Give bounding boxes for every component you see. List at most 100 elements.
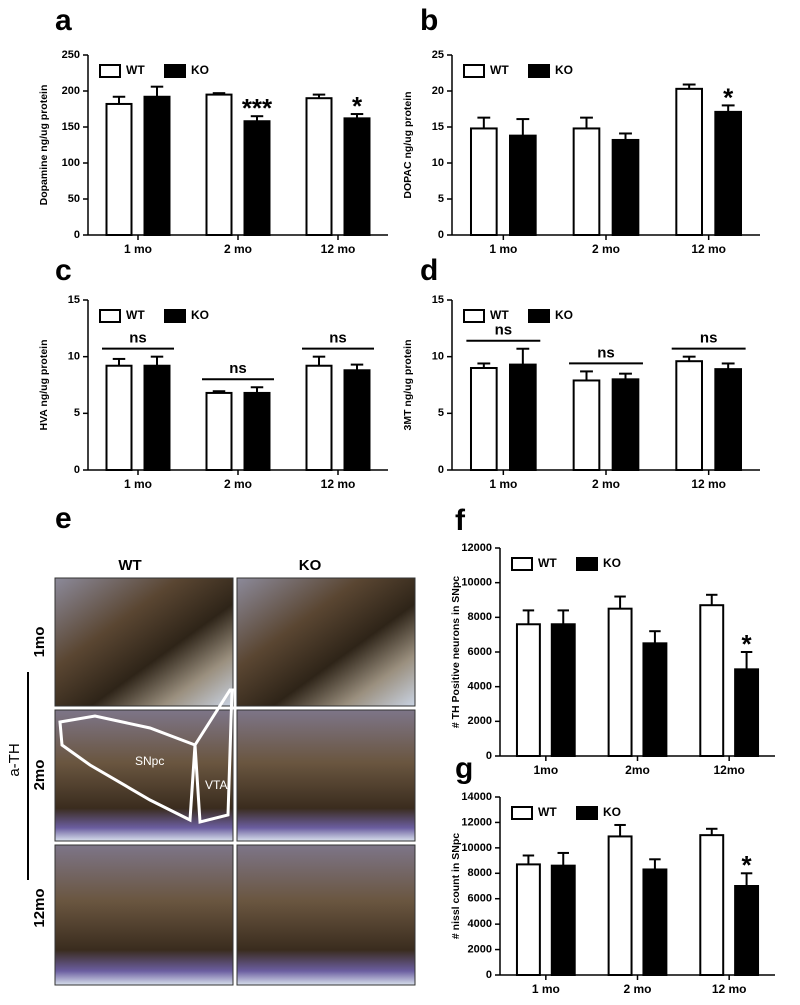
y-tick-label: 6000 bbox=[468, 893, 492, 905]
significance: * bbox=[742, 850, 753, 880]
y-tick-label: 15 bbox=[432, 121, 444, 133]
y-tick-label: 10 bbox=[68, 351, 80, 363]
y-tick-label: 20 bbox=[432, 85, 444, 97]
bar bbox=[607, 607, 633, 758]
significance: * bbox=[742, 629, 753, 659]
bar bbox=[143, 364, 171, 472]
y-axis-label: HVA ng/ug protein bbox=[38, 340, 50, 431]
y-tick-label: 0 bbox=[74, 464, 80, 476]
y-tick-label: 200 bbox=[62, 85, 80, 97]
y-tick-label: 8000 bbox=[468, 611, 492, 623]
bar bbox=[509, 134, 537, 236]
legend-label: WT bbox=[538, 805, 557, 819]
bar bbox=[572, 127, 601, 236]
panel-letter: e bbox=[55, 502, 72, 535]
significance: ns bbox=[700, 330, 718, 347]
bar bbox=[205, 391, 233, 471]
y-tick-label: 100 bbox=[62, 157, 80, 169]
micrograph-panel: e WT KO 1mo 2mo 12mo a-TH SNpc VTA bbox=[6, 502, 416, 986]
bar bbox=[699, 604, 725, 758]
bar bbox=[105, 364, 133, 472]
bar bbox=[642, 868, 668, 977]
bar bbox=[642, 642, 668, 757]
x-tick-label: 12 mo bbox=[321, 242, 356, 256]
bar bbox=[675, 87, 703, 236]
bar bbox=[469, 127, 498, 236]
micrograph bbox=[54, 577, 234, 707]
legend-label: KO bbox=[191, 63, 209, 77]
x-tick-label: 2 mo bbox=[623, 982, 651, 996]
x-tick-label: 1mo bbox=[533, 763, 558, 777]
snpc-outline bbox=[58, 714, 197, 823]
y-tick-label: 8000 bbox=[468, 867, 492, 879]
y-axis-label: 3MT ng/ug protein bbox=[402, 340, 414, 431]
bar bbox=[515, 863, 541, 977]
y-tick-label: 150 bbox=[62, 121, 80, 133]
y-tick-label: 12000 bbox=[461, 542, 492, 554]
micrograph bbox=[236, 577, 416, 707]
x-tick-label: 2mo bbox=[625, 763, 650, 777]
bar bbox=[243, 391, 271, 471]
y-tick-label: 10 bbox=[432, 157, 444, 169]
y-tick-label: 15 bbox=[432, 294, 444, 306]
significance: ns bbox=[329, 330, 347, 347]
y-tick-label: 5 bbox=[438, 407, 444, 419]
legend-swatch bbox=[164, 64, 186, 78]
bar bbox=[734, 885, 760, 976]
bar bbox=[469, 367, 498, 471]
legend-swatch bbox=[528, 64, 550, 78]
y-tick-label: 6000 bbox=[468, 646, 492, 658]
x-tick-label: 12 mo bbox=[691, 477, 726, 491]
legend-swatch bbox=[164, 309, 186, 323]
y-tick-label: 50 bbox=[68, 193, 80, 205]
y-tick-label: 0 bbox=[74, 229, 80, 241]
y-tick-label: 2000 bbox=[468, 715, 492, 727]
bar bbox=[607, 835, 633, 977]
significance: ns bbox=[495, 322, 513, 339]
y-tick-label: 10000 bbox=[461, 577, 492, 589]
x-tick-label: 1 mo bbox=[489, 477, 517, 491]
legend-swatch bbox=[576, 557, 598, 571]
y-tick-label: 0 bbox=[486, 750, 492, 762]
bar bbox=[243, 120, 271, 236]
x-tick-label: 2 mo bbox=[224, 477, 252, 491]
y-tick-label: 25 bbox=[432, 49, 444, 61]
y-axis-label: Dopamine ng/ug protein bbox=[38, 85, 50, 206]
legend-swatch bbox=[528, 309, 550, 323]
significance: * bbox=[723, 82, 734, 112]
bar bbox=[515, 623, 541, 757]
bar bbox=[343, 117, 371, 236]
stain-label: a-TH bbox=[6, 743, 23, 776]
y-tick-label: 5 bbox=[438, 193, 444, 205]
legend-swatch bbox=[99, 64, 121, 78]
legend-swatch bbox=[576, 806, 598, 820]
bar bbox=[550, 864, 576, 977]
column-label: WT bbox=[118, 557, 141, 574]
significance: ns bbox=[129, 330, 147, 347]
legend-label: KO bbox=[555, 63, 573, 77]
bar bbox=[305, 364, 333, 472]
bar bbox=[714, 110, 743, 236]
panel-letter: g bbox=[455, 752, 473, 785]
bar bbox=[611, 138, 640, 237]
significance: ns bbox=[597, 344, 615, 361]
bar bbox=[205, 93, 233, 236]
x-tick-label: 2 mo bbox=[592, 242, 620, 256]
legend-swatch bbox=[463, 309, 485, 323]
x-tick-label: 1 mo bbox=[124, 477, 152, 491]
row-label: 12mo bbox=[31, 888, 48, 927]
column-label: KO bbox=[299, 557, 322, 574]
x-tick-label: 12 mo bbox=[691, 242, 726, 256]
panel-letter: f bbox=[455, 504, 466, 537]
legend-label: KO bbox=[191, 308, 209, 322]
x-tick-label: 12 mo bbox=[321, 477, 356, 491]
vta-outline bbox=[193, 688, 234, 824]
row-label: 2mo bbox=[31, 760, 48, 791]
legend-swatch bbox=[99, 309, 121, 323]
bar bbox=[611, 378, 640, 472]
y-tick-label: 10 bbox=[432, 351, 444, 363]
legend-label: WT bbox=[126, 308, 145, 322]
bar bbox=[550, 623, 576, 757]
legend-label: WT bbox=[490, 308, 509, 322]
bar bbox=[734, 668, 760, 757]
